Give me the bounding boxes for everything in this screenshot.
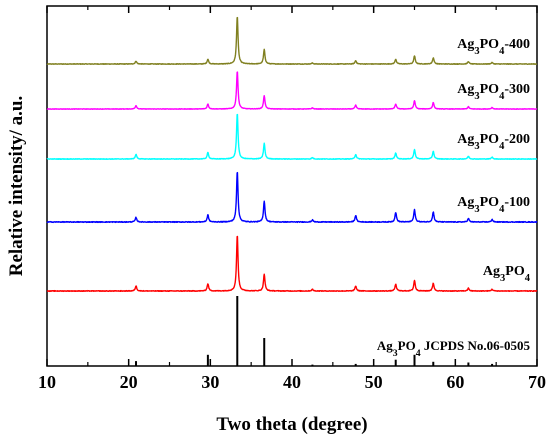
- series-label: Ag3PO4-300: [457, 82, 530, 102]
- label-part: 3: [474, 141, 479, 152]
- series-line: [46, 71, 538, 110]
- x-axis-ticks: 10 20 30 40 50 60 70: [38, 6, 546, 392]
- label-part: 4: [499, 91, 505, 102]
- label-part: -400: [504, 37, 530, 52]
- label-part: JCPDS No.06-0505: [421, 338, 531, 353]
- label-part: Ag: [457, 132, 474, 147]
- series-line: [46, 235, 538, 293]
- label-part: PO: [398, 338, 416, 353]
- x-tick-label: 50: [365, 372, 383, 392]
- series-line: [46, 113, 538, 160]
- label-part: 4: [525, 273, 531, 284]
- y-axis-title: Relative intensity/ a.u.: [6, 96, 27, 277]
- label-part: Ag: [483, 264, 500, 279]
- label-part: 3: [474, 204, 479, 215]
- label-part: -300: [504, 82, 530, 97]
- label-part: 3: [393, 348, 398, 359]
- x-tick-label: 10: [38, 372, 56, 392]
- series-line: [46, 16, 538, 65]
- label-part: Ag: [457, 195, 474, 210]
- label-part: 3: [474, 91, 479, 102]
- label-part: PO: [505, 264, 525, 279]
- series-line: [46, 171, 538, 224]
- label-part: 4: [499, 204, 505, 215]
- label-part: -200: [504, 132, 530, 147]
- series-label: Ag3PO4-400: [457, 37, 530, 57]
- label-part: PO: [480, 37, 500, 52]
- series-label: Ag3PO4-100: [457, 195, 530, 215]
- label-part: 4: [499, 141, 505, 152]
- label-part: 3: [500, 273, 505, 284]
- label-part: Ag: [457, 82, 474, 97]
- label-part: PO: [480, 195, 500, 210]
- reference-label: Ag3PO4 JCPDS No.06-0505: [377, 338, 531, 359]
- label-part: PO: [480, 82, 500, 97]
- series-label: Ag3PO4: [483, 264, 531, 284]
- label-part: 4: [416, 348, 421, 359]
- label-part: -100: [504, 195, 530, 210]
- series-label: Ag3PO4-200: [457, 132, 530, 152]
- x-tick-label: 70: [528, 372, 546, 392]
- plot-frame: [46, 5, 538, 367]
- x-tick-label: 20: [120, 372, 138, 392]
- x-tick-label: 40: [283, 372, 301, 392]
- x-tick-label: 30: [201, 372, 219, 392]
- label-part: Ag: [457, 37, 474, 52]
- series-layer: Ag3PO4-400Ag3PO4-300Ag3PO4-200Ag3PO4-100…: [46, 16, 538, 293]
- label-part: 4: [499, 46, 505, 57]
- label-part: Ag: [377, 338, 393, 353]
- x-tick-label: 60: [446, 372, 464, 392]
- reference-pattern: Ag3PO4 JCPDS No.06-0505: [135, 296, 531, 366]
- label-part: PO: [480, 132, 500, 147]
- x-axis-title: Two theta (degree): [216, 414, 367, 435]
- label-part: 3: [474, 46, 479, 57]
